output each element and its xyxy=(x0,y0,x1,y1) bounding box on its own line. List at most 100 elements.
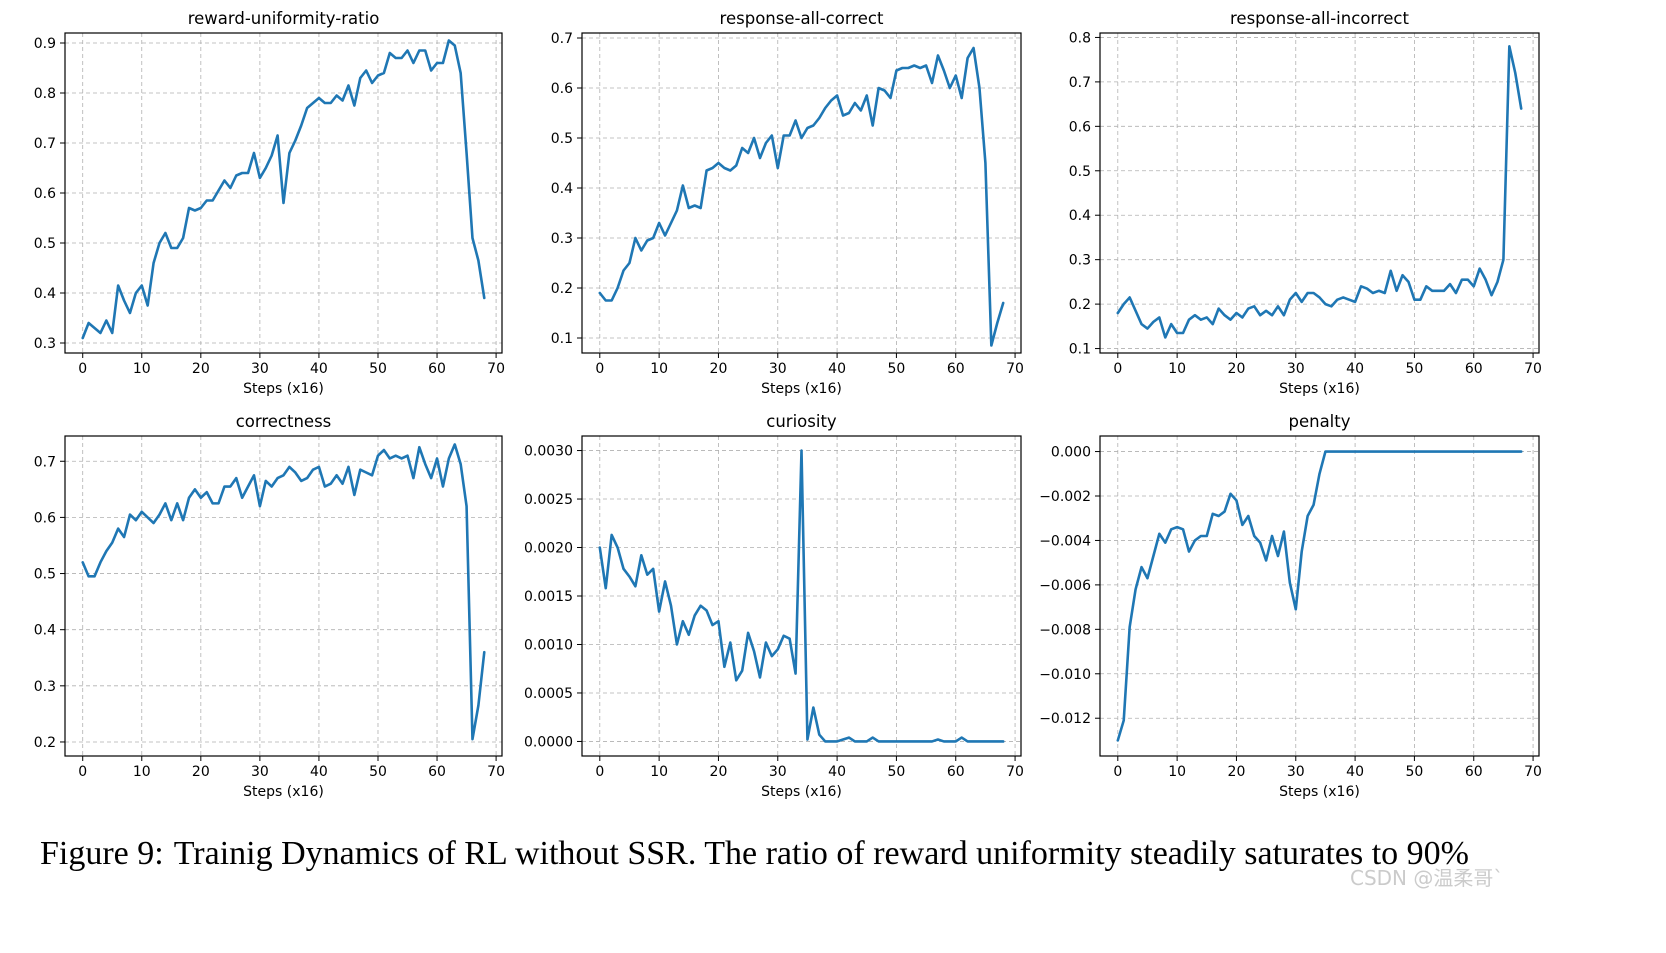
y-tick-label: 0.3 xyxy=(551,231,573,247)
x-tick-label: 40 xyxy=(828,361,846,377)
y-tick-label: 0.2 xyxy=(34,735,56,751)
x-axis-label: Steps (x16) xyxy=(243,784,324,800)
y-tick-label: −0.010 xyxy=(1039,667,1091,683)
y-tick-label: 0.6 xyxy=(34,510,56,526)
x-tick-label: 70 xyxy=(1006,764,1024,780)
axes-frame xyxy=(1099,435,1540,757)
axes-frame xyxy=(64,435,503,757)
caption-text: Trainig Dynamics of RL without SSR. The … xyxy=(173,835,1470,872)
x-tick-label: 10 xyxy=(133,361,151,377)
subplot-response-all-incorrect: 0 10 20 30 40 50 60 70 0.1 0.2 0.3 0.4 0.5 0.6 0.7 0.8 r… xyxy=(1069,9,1542,397)
y-tick-label: −0.008 xyxy=(1039,622,1091,638)
axes-frame xyxy=(64,32,503,354)
y-tick-label: 0.5 xyxy=(34,236,56,252)
series-line xyxy=(598,449,1005,743)
x-tick-label: 60 xyxy=(1465,764,1483,780)
x-tick-label: 60 xyxy=(428,361,446,377)
y-tick-label: −0.006 xyxy=(1039,578,1091,594)
series-line xyxy=(81,443,486,741)
series-line xyxy=(81,39,486,340)
x-tick-label: 40 xyxy=(1346,361,1364,377)
subplot-penalty: 0 10 20 30 40 50 60 70 −0.012 −0.010 −0.008 −0.006 −… xyxy=(1039,412,1542,800)
x-tick-label: 50 xyxy=(888,361,906,377)
y-tick-label: 0.6 xyxy=(551,81,573,97)
x-tick-label: 40 xyxy=(828,764,846,780)
subplot-response-all-correct: 0 10 20 30 40 50 60 70 0.1 0.2 0.3 0.4 0.5 0.6 0.7 resp… xyxy=(551,9,1024,397)
x-tick-label: 10 xyxy=(133,764,151,780)
subplot-title: correctness xyxy=(236,412,332,431)
axes-frame xyxy=(581,32,1022,354)
y-tick-label: 0.7 xyxy=(34,454,56,470)
x-tick-label: 10 xyxy=(1168,764,1186,780)
x-tick-label: 20 xyxy=(710,764,728,780)
x-tick-label: 30 xyxy=(769,361,787,377)
x-tick-label: 30 xyxy=(1287,764,1305,780)
subplot-title: reward-uniformity-ratio xyxy=(188,9,380,28)
y-tick-label: 0.6 xyxy=(34,186,56,202)
y-tick-label: 0.5 xyxy=(34,567,56,583)
y-tick-label: 0.4 xyxy=(34,623,56,639)
y-tick-label: −0.004 xyxy=(1039,533,1091,549)
subplot-correctness: 0 10 20 30 40 50 60 70 0.2 0.3 0.4 0.5 0.6 0.7 correct… xyxy=(34,412,505,800)
y-tick-label: 0.4 xyxy=(1069,208,1091,224)
x-tick-label: 0 xyxy=(1113,361,1122,377)
y-tick-label: 0.0025 xyxy=(524,492,573,508)
subplot-title: curiosity xyxy=(766,412,837,431)
y-tick-label: 0.2 xyxy=(551,281,573,297)
x-tick-label: 60 xyxy=(947,361,965,377)
x-tick-label: 50 xyxy=(369,361,387,377)
subplot-reward-uniformity-ratio: 0 10 20 30 40 50 60 70 0.3 0.4 0.5 0.6 0.7 0.8 0.9 rewa… xyxy=(34,9,505,397)
y-tick-label: 0.0010 xyxy=(524,637,573,653)
x-tick-label: 50 xyxy=(369,764,387,780)
figure-caption: Figure 9: Trainig Dynamics of RL without … xyxy=(40,835,1469,873)
axes-frame xyxy=(581,435,1022,757)
y-tick-label: 0.1 xyxy=(1069,342,1091,358)
x-tick-label: 30 xyxy=(769,764,787,780)
y-tick-label: 0.2 xyxy=(1069,297,1091,313)
x-tick-label: 70 xyxy=(487,361,505,377)
y-tick-label: 0.0020 xyxy=(524,541,573,557)
y-tick-label: 0.3 xyxy=(34,336,56,352)
x-tick-label: 70 xyxy=(1006,361,1024,377)
x-tick-label: 60 xyxy=(428,764,446,780)
y-tick-label: 0.6 xyxy=(1069,119,1091,135)
x-tick-label: 60 xyxy=(947,764,965,780)
y-tick-label: 0.000 xyxy=(1051,445,1091,461)
x-tick-label: 20 xyxy=(192,764,210,780)
axes-frame xyxy=(1099,32,1540,354)
x-tick-label: 0 xyxy=(78,361,87,377)
subplot-title: response-all-incorrect xyxy=(1230,9,1409,28)
x-axis-label: Steps (x16) xyxy=(1279,381,1360,397)
x-axis-label: Steps (x16) xyxy=(243,381,324,397)
y-tick-label: 0.7 xyxy=(551,31,573,47)
x-tick-label: 0 xyxy=(595,764,604,780)
subplot-curiosity: 0 10 20 30 40 50 60 70 0.0000 0.0005 0.0010 0.0015 0… xyxy=(524,412,1024,800)
x-tick-label: 20 xyxy=(192,361,210,377)
x-axis-label: Steps (x16) xyxy=(761,784,842,800)
y-tick-label: −0.002 xyxy=(1039,489,1091,505)
x-tick-label: 30 xyxy=(251,361,269,377)
x-axis-label: Steps (x16) xyxy=(1279,784,1360,800)
y-tick-label: 0.0000 xyxy=(524,734,573,750)
y-tick-label: 0.8 xyxy=(1069,30,1091,46)
x-tick-label: 50 xyxy=(888,764,906,780)
x-tick-label: 50 xyxy=(1406,764,1424,780)
x-tick-label: 20 xyxy=(1228,764,1246,780)
series-line xyxy=(1116,45,1523,339)
x-tick-label: 10 xyxy=(650,764,668,780)
x-tick-label: 0 xyxy=(595,361,604,377)
x-tick-label: 10 xyxy=(1168,361,1186,377)
x-tick-label: 20 xyxy=(1228,361,1246,377)
subplot-title: response-all-correct xyxy=(720,9,884,28)
x-tick-label: 70 xyxy=(487,764,505,780)
series-line xyxy=(1116,450,1523,742)
x-tick-label: 40 xyxy=(310,764,328,780)
subplot-title: penalty xyxy=(1288,412,1350,431)
y-tick-label: −0.012 xyxy=(1039,711,1091,727)
y-tick-label: 0.9 xyxy=(34,36,56,52)
x-tick-label: 0 xyxy=(78,764,87,780)
y-tick-label: 0.7 xyxy=(1069,75,1091,91)
y-tick-label: 0.4 xyxy=(34,286,56,302)
y-tick-label: 0.7 xyxy=(34,136,56,152)
